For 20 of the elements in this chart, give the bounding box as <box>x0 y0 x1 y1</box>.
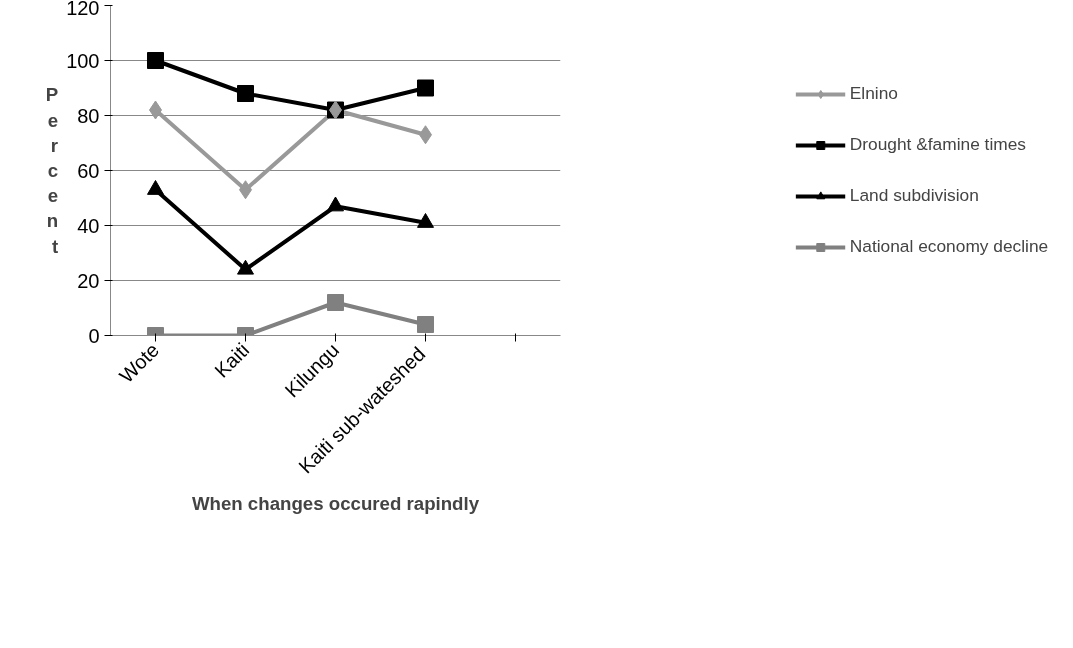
y-axis-title: Percent <box>45 84 59 257</box>
x-axis-title: When changes occured rapindly <box>191 493 480 515</box>
point <box>147 52 164 69</box>
point <box>147 180 164 195</box>
legend-label: National economy decline <box>849 236 1049 257</box>
y-tick-label: 120 <box>66 0 100 19</box>
y-tick-label: 40 <box>77 214 100 237</box>
y-tick-label: 60 <box>77 159 100 182</box>
point <box>237 85 254 102</box>
y-tick-label: 0 <box>88 324 100 347</box>
legend-label: Drought &famine times <box>849 134 1027 155</box>
legend-label: Elnino <box>849 83 898 104</box>
point <box>417 213 434 228</box>
point <box>237 259 254 275</box>
y-tick-label: 100 <box>66 49 100 72</box>
legend-label: Land subdivision <box>849 185 979 206</box>
point <box>417 79 434 97</box>
y-tick-label: 20 <box>77 269 100 292</box>
point <box>327 196 344 212</box>
y-tick-label: 80 <box>77 104 100 127</box>
